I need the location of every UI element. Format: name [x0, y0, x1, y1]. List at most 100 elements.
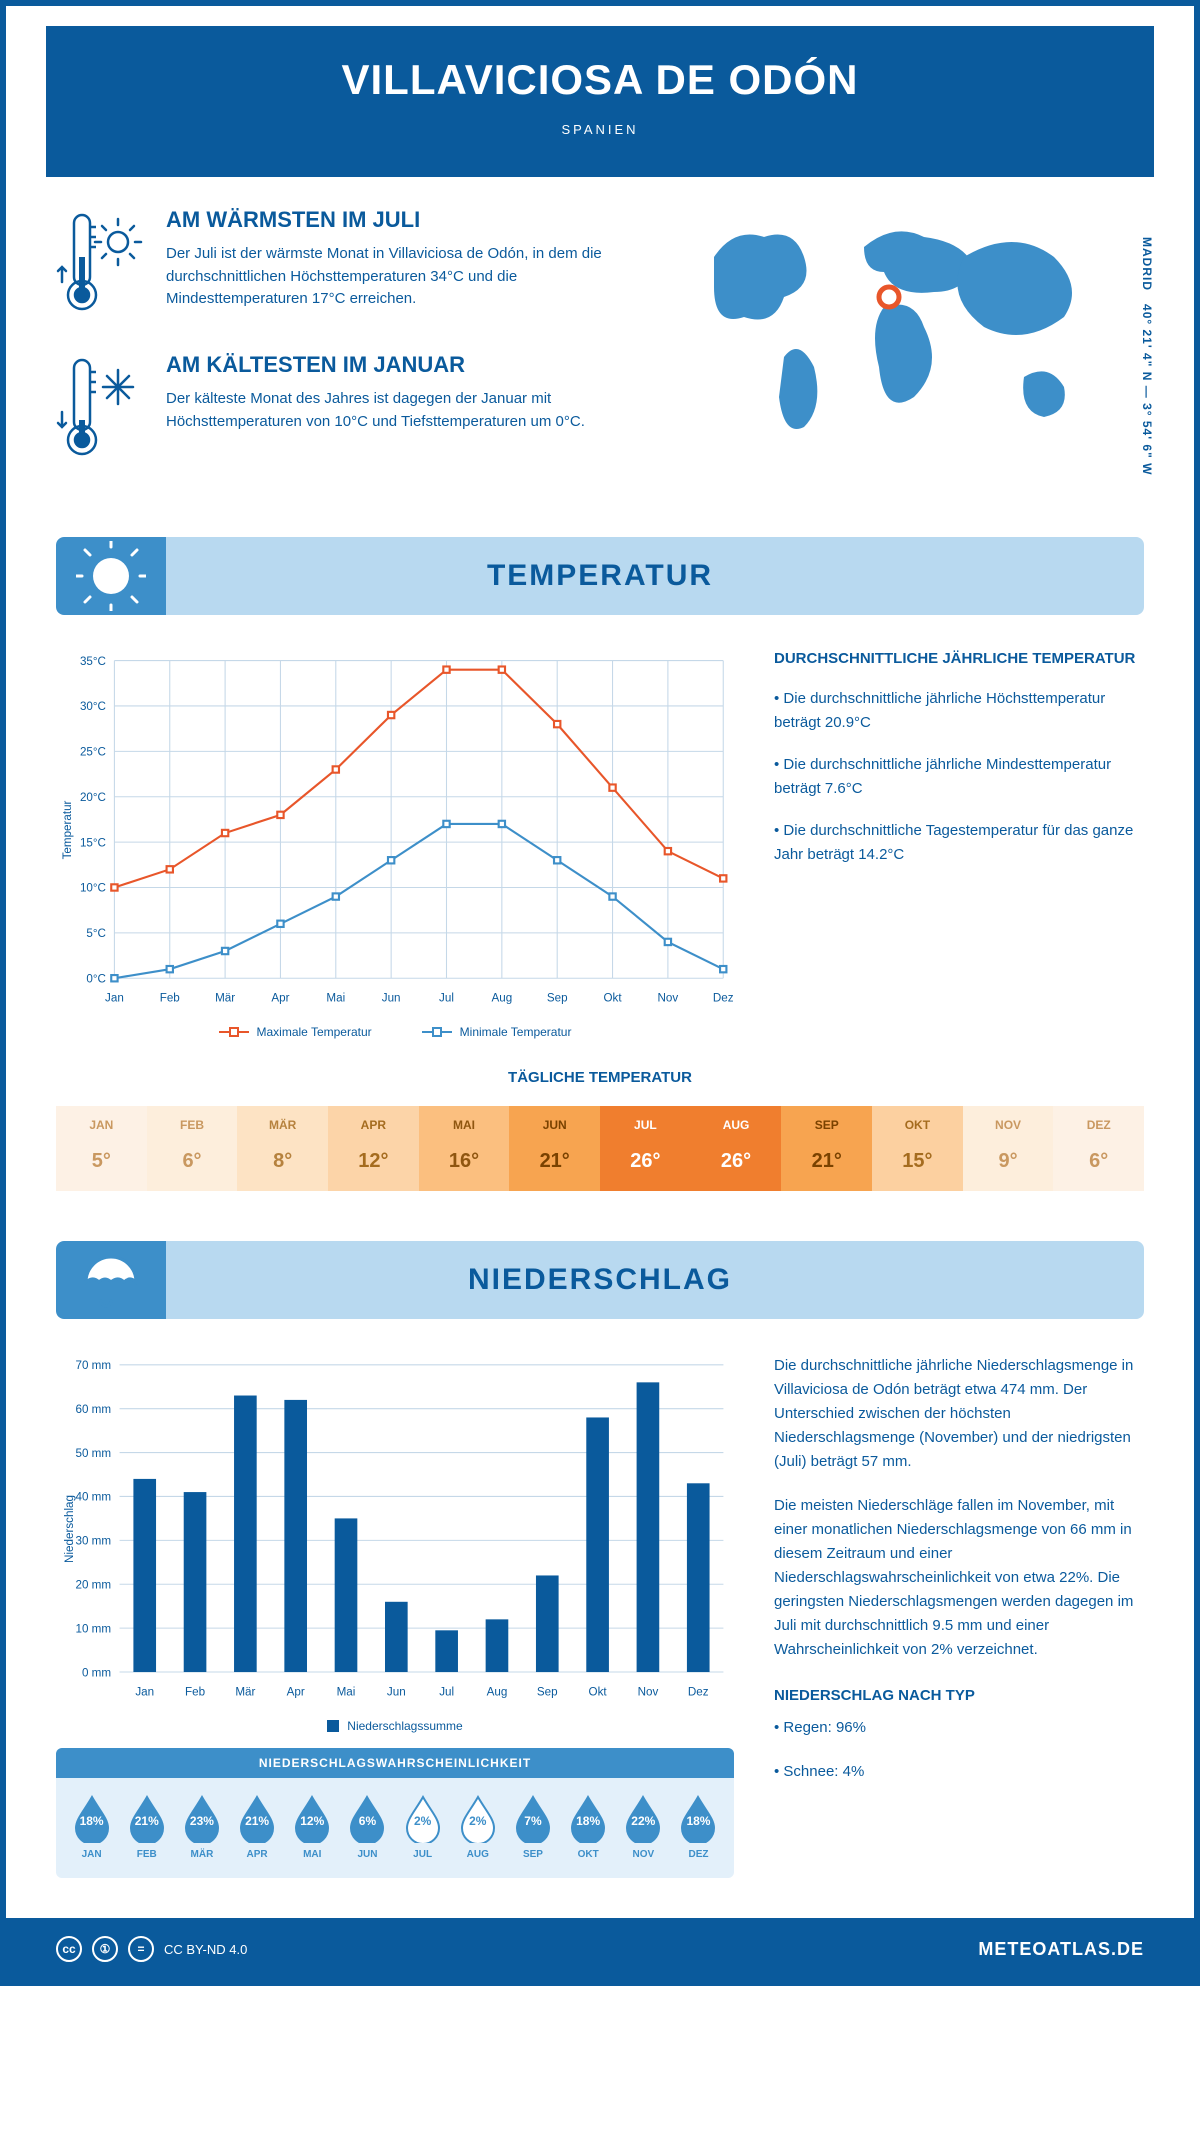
fact-warmest-title: AM WÄRMSTEN IM JULI — [166, 207, 644, 233]
svg-text:Apr: Apr — [287, 1685, 305, 1698]
daily-cell: APR12° — [328, 1106, 419, 1191]
daily-temp-heading: TÄGLICHE TEMPERATUR — [56, 1069, 1144, 1086]
precip-type-snow: • Schnee: 4% — [774, 1760, 1144, 1784]
svg-text:10°C: 10°C — [80, 882, 106, 895]
coords-city: MADRID — [1140, 237, 1154, 291]
svg-text:30°C: 30°C — [80, 700, 106, 713]
coordinates-label: MADRID 40° 21' 4" N — 3° 54' 6" W — [1140, 237, 1154, 475]
prob-cell: 21%APR — [230, 1793, 285, 1860]
temp-chart-container: 0°C5°C10°C15°C20°C25°C30°C35°CJanFebMärA… — [56, 650, 734, 1039]
temp-bullet-0: • Die durchschnittliche jährliche Höchst… — [774, 687, 1144, 735]
svg-text:Temperatur: Temperatur — [61, 800, 74, 859]
coords-value: 40° 21' 4" N — 3° 54' 6" W — [1140, 304, 1154, 475]
svg-text:30 mm: 30 mm — [76, 1535, 112, 1548]
footer-bar: cc ① = CC BY-ND 4.0 METEOATLAS.DE — [6, 1918, 1194, 1980]
page-root: VILLAVICIOSA DE ODÓN SPANIEN AM WÄRMSTEN… — [0, 0, 1200, 1986]
precip-type-rain: • Regen: 96% — [774, 1716, 1144, 1740]
header-banner: VILLAVICIOSA DE ODÓN SPANIEN — [46, 26, 1154, 177]
legend-min: Minimale Temperatur — [422, 1025, 572, 1039]
temperature-line-chart: 0°C5°C10°C15°C20°C25°C30°C35°CJanFebMärA… — [56, 650, 734, 1010]
daily-temp-grid: JAN5°FEB6°MÄR8°APR12°MAI16°JUN21°JUL26°A… — [56, 1106, 1144, 1191]
content-area: AM WÄRMSTEN IM JULI Der Juli ist der wär… — [6, 207, 1194, 1878]
probability-heading: NIEDERSCHLAGSWAHRSCHEINLICHKEIT — [56, 1748, 734, 1778]
svg-text:Okt: Okt — [603, 992, 622, 1005]
precipitation-section: 0 mm 10 mm 20 mm 30 mm 40 mm 50 mm 60 mm 70 mm J… — [56, 1354, 1144, 1878]
temp-info-box: DURCHSCHNITTLICHE JÄHRLICHE TEMPERATUR •… — [774, 650, 1144, 1039]
prob-cell: 2%AUG — [450, 1793, 505, 1860]
precip-left-col: 0 mm 10 mm 20 mm 30 mm 40 mm 50 mm 60 mm 70 mm J… — [56, 1354, 734, 1878]
daily-cell: MAI16° — [419, 1106, 510, 1191]
precipitation-banner: NIEDERSCHLAG — [56, 1241, 1144, 1319]
svg-text:Jun: Jun — [387, 1685, 406, 1698]
probability-box: NIEDERSCHLAGSWAHRSCHEINLICHKEIT 18%JAN 21… — [56, 1748, 734, 1878]
svg-text:Aug: Aug — [492, 992, 513, 1005]
daily-cell: SEP21° — [781, 1106, 872, 1191]
svg-text:Sep: Sep — [537, 1685, 558, 1698]
prob-cell: 7%SEP — [505, 1793, 560, 1860]
temperature-section: 0°C5°C10°C15°C20°C25°C30°C35°CJanFebMärA… — [56, 650, 1144, 1039]
daily-cell: AUG26° — [691, 1106, 782, 1191]
temperature-heading: TEMPERATUR — [78, 559, 1122, 593]
svg-text:Okt: Okt — [589, 1685, 608, 1698]
svg-text:10 mm: 10 mm — [76, 1622, 112, 1635]
legend-precip-label: Niederschlagssumme — [347, 1719, 462, 1733]
svg-text:Niederschlag: Niederschlag — [63, 1495, 76, 1563]
daily-cell: JUL26° — [600, 1106, 691, 1191]
svg-text:50 mm: 50 mm — [76, 1447, 112, 1460]
svg-text:20°C: 20°C — [80, 791, 106, 804]
svg-text:Mär: Mär — [235, 1685, 255, 1698]
wind-icon-right — [1174, 62, 1200, 142]
cc-icon: cc — [56, 1936, 82, 1962]
nd-icon: = — [128, 1936, 154, 1962]
svg-text:15°C: 15°C — [80, 836, 106, 849]
precip-p2: Die meisten Niederschläge fallen im Nove… — [774, 1494, 1144, 1662]
temp-bullet-1: • Die durchschnittliche jährliche Mindes… — [774, 753, 1144, 801]
legend-max-label: Maximale Temperatur — [257, 1025, 372, 1039]
overview-row: AM WÄRMSTEN IM JULI Der Juli ist der wär… — [56, 207, 1144, 497]
temp-info-heading: DURCHSCHNITTLICHE JÄHRLICHE TEMPERATUR — [774, 650, 1144, 667]
precip-p1: Die durchschnittliche jährliche Niedersc… — [774, 1354, 1144, 1474]
fact-coldest-body: Der kälteste Monat des Jahres ist dagege… — [166, 388, 644, 433]
daily-cell: FEB6° — [147, 1106, 238, 1191]
license-text: CC BY-ND 4.0 — [164, 1942, 247, 1957]
svg-text:40 mm: 40 mm — [76, 1491, 112, 1504]
temp-bullet-2: • Die durchschnittliche Tagestemperatur … — [774, 819, 1144, 867]
facts-column: AM WÄRMSTEN IM JULI Der Juli ist der wär… — [56, 207, 644, 497]
daily-cell: MÄR8° — [237, 1106, 328, 1191]
precip-text-col: Die durchschnittliche jährliche Niedersc… — [774, 1354, 1144, 1878]
prob-cell: 18%DEZ — [671, 1793, 726, 1860]
prob-cell: 22%NOV — [616, 1793, 671, 1860]
svg-text:Jul: Jul — [439, 992, 454, 1005]
svg-text:70 mm: 70 mm — [76, 1359, 112, 1372]
prob-cell: 12%MAI — [285, 1793, 340, 1860]
footer-license: cc ① = CC BY-ND 4.0 — [56, 1936, 247, 1962]
svg-text:Dez: Dez — [688, 1685, 709, 1698]
thermometer-cold-icon — [56, 352, 146, 462]
svg-text:Jan: Jan — [135, 1685, 154, 1698]
fact-coldest: AM KÄLTESTEN IM JANUAR Der kälteste Mona… — [56, 352, 644, 462]
by-icon: ① — [92, 1936, 118, 1962]
prob-cell: 18%JAN — [64, 1793, 119, 1860]
fact-warmest-text: AM WÄRMSTEN IM JULI Der Juli ist der wär… — [166, 207, 644, 317]
svg-text:Jul: Jul — [439, 1685, 454, 1698]
prob-cell: 23%MÄR — [174, 1793, 229, 1860]
svg-text:20 mm: 20 mm — [76, 1578, 112, 1591]
svg-text:Aug: Aug — [487, 1685, 508, 1698]
svg-text:5°C: 5°C — [86, 927, 106, 940]
legend-min-label: Minimale Temperatur — [460, 1025, 572, 1039]
fact-coldest-text: AM KÄLTESTEN IM JANUAR Der kälteste Mona… — [166, 352, 644, 462]
fact-warmest-body: Der Juli ist der wärmste Monat in Villav… — [166, 243, 644, 311]
svg-text:Feb: Feb — [185, 1685, 205, 1698]
fact-coldest-title: AM KÄLTESTEN IM JANUAR — [166, 352, 644, 378]
svg-text:Sep: Sep — [547, 992, 568, 1005]
svg-text:0°C: 0°C — [86, 972, 106, 985]
daily-cell: DEZ6° — [1053, 1106, 1144, 1191]
precip-type-heading: NIEDERSCHLAG NACH TYP — [774, 1687, 1144, 1704]
svg-text:Mai: Mai — [337, 1685, 356, 1698]
thermometer-hot-icon — [56, 207, 146, 317]
svg-text:60 mm: 60 mm — [76, 1403, 112, 1416]
svg-text:0 mm: 0 mm — [82, 1666, 111, 1679]
sun-icon — [56, 537, 166, 615]
map-column: MADRID 40° 21' 4" N — 3° 54' 6" W — [684, 207, 1144, 497]
svg-text:25°C: 25°C — [80, 746, 106, 759]
